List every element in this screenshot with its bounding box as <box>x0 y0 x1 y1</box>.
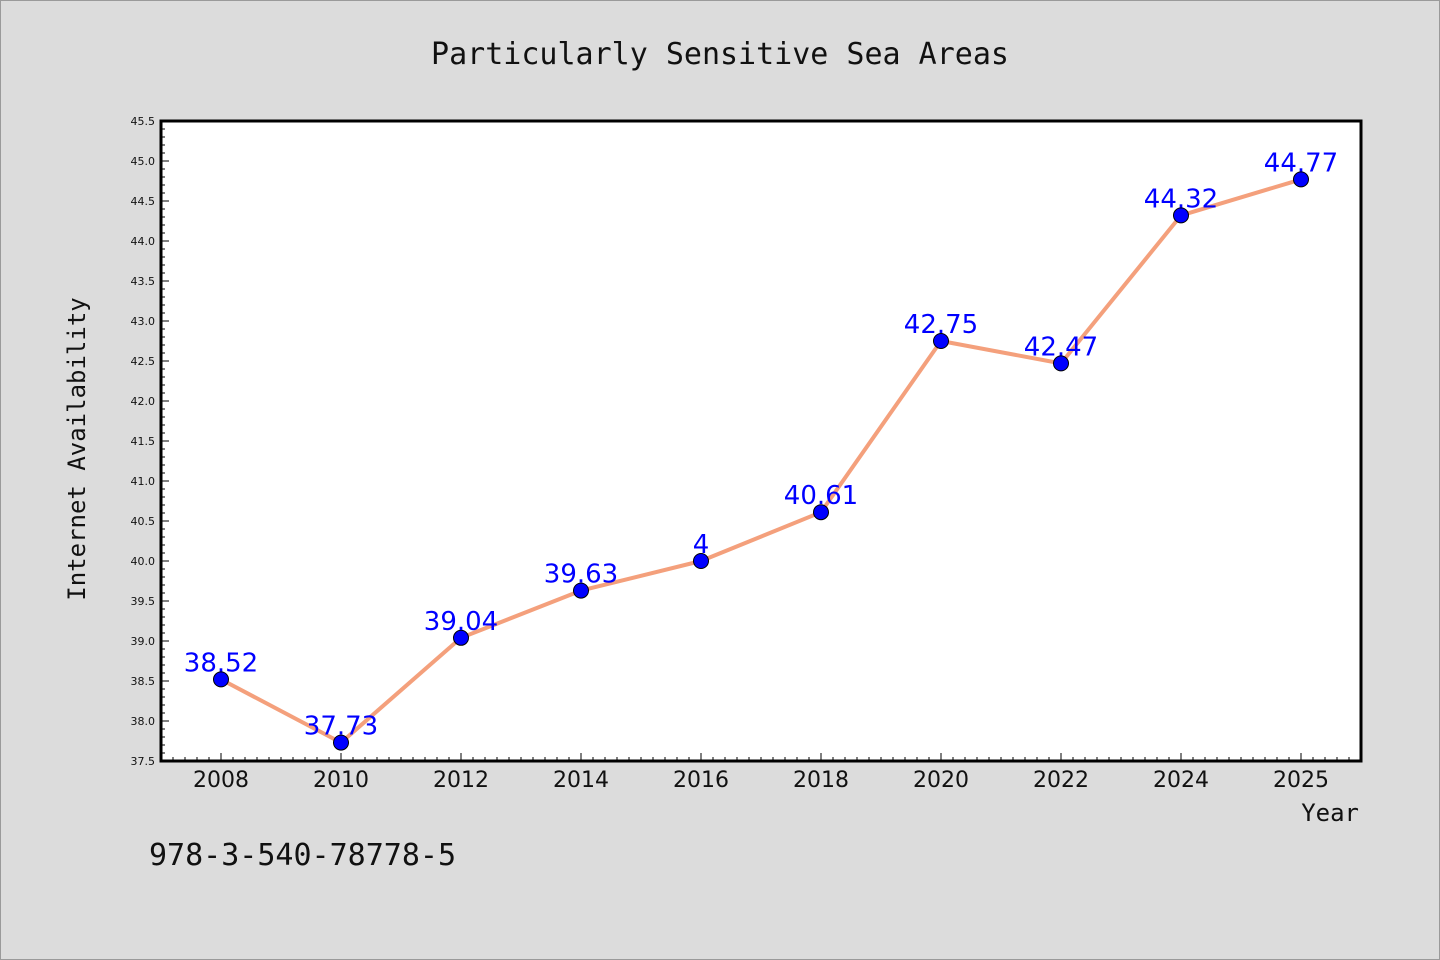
x-axis: 2008 2010 2012 2014 2016 2018 2020 2022 2024 2025 <box>172 753 1350 793</box>
y-tick-label: 44.5 <box>131 195 156 208</box>
data-label: 44.32 <box>1144 184 1218 214</box>
y-tick-label: 40.5 <box>131 515 156 528</box>
x-tick-label: 2025 <box>1273 768 1329 793</box>
y-tick-label: 41.5 <box>131 435 156 448</box>
data-point <box>1173 207 1189 224</box>
data-point <box>1293 171 1309 188</box>
data-point <box>213 671 229 688</box>
y-tick-label: 42.0 <box>131 395 156 408</box>
data-points <box>213 171 1309 751</box>
y-tick-label: 42.5 <box>131 355 156 368</box>
data-label: 37.73 <box>304 712 378 742</box>
chart-title: Particularly Sensitive Sea Areas <box>431 37 1009 72</box>
data-label: 40.61 <box>784 481 858 511</box>
isbn-annotation: 978-3-540-78778-5 <box>149 838 456 873</box>
data-label: 42.47 <box>1024 332 1098 362</box>
data-point <box>333 734 349 751</box>
y-axis-label: Internet Availability <box>63 297 91 600</box>
series-line <box>219 177 1303 745</box>
data-label: 39.04 <box>424 607 498 637</box>
x-axis-label: Year <box>1301 799 1359 827</box>
x-tick-label: 2014 <box>553 768 609 793</box>
x-tick-label: 2024 <box>1153 768 1209 793</box>
data-point <box>1053 355 1069 372</box>
y-tick-label: 45.0 <box>131 155 156 168</box>
plot-area <box>159 119 1363 763</box>
data-point <box>693 553 709 569</box>
data-label: 44.77 <box>1264 148 1338 178</box>
x-tick-label: 2010 <box>313 768 369 793</box>
data-point <box>933 333 949 349</box>
x-tick-label: 2018 <box>793 768 849 793</box>
x-tick-label: 2012 <box>433 768 489 793</box>
y-tick-label: 45.5 <box>131 115 156 128</box>
data-point <box>813 504 829 521</box>
data-label: 38.52 <box>184 648 258 678</box>
y-tick-label: 44.0 <box>131 235 156 248</box>
y-tick-label: 39.5 <box>131 595 156 608</box>
y-tick-label: 40.0 <box>131 555 156 568</box>
y-tick-label: 37.5 <box>131 755 156 768</box>
y-axis: 37.5 38.0 38.5 39.0 39.5 40.0 40.5 41.0 41.5 42.0… <box>131 115 169 768</box>
x-tick-label: 2008 <box>193 768 249 793</box>
data-labels: 38.52 37.73 39.04 39.63 4 40.61 42.75 42.47 44.3… <box>184 148 1338 741</box>
y-tick-label: 38.5 <box>131 675 156 688</box>
y-tick-label: 43.5 <box>131 275 156 288</box>
x-tick-label: 2016 <box>673 768 729 793</box>
y-tick-label: 39.0 <box>131 635 156 648</box>
data-label: 39.63 <box>544 560 618 590</box>
x-tick-label: 2020 <box>913 768 969 793</box>
data-point <box>573 582 589 599</box>
y-tick-label: 41.0 <box>131 475 156 488</box>
data-label: 42.75 <box>904 310 978 340</box>
y-tick-label: 43.0 <box>131 315 156 328</box>
data-label: 4 <box>693 530 710 560</box>
series-line-group <box>219 177 1303 745</box>
y-tick-label: 38.0 <box>131 715 156 728</box>
x-tick-label: 2022 <box>1033 768 1089 793</box>
data-point <box>453 629 469 646</box>
